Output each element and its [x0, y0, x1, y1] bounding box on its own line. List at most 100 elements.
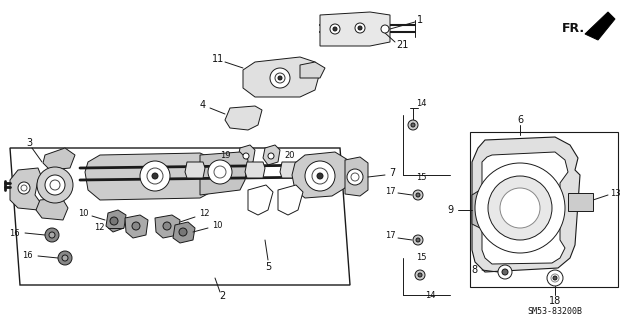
Polygon shape: [248, 185, 273, 215]
Text: 16: 16: [9, 228, 19, 238]
Polygon shape: [43, 148, 75, 170]
Circle shape: [37, 167, 73, 203]
Text: 10: 10: [212, 220, 222, 229]
Text: 13: 13: [610, 189, 620, 197]
Circle shape: [415, 270, 425, 280]
Circle shape: [275, 73, 285, 83]
Circle shape: [58, 251, 72, 265]
Text: 2: 2: [219, 291, 225, 301]
Text: 7: 7: [389, 168, 395, 178]
Text: 12: 12: [199, 210, 209, 219]
Polygon shape: [85, 153, 220, 200]
Text: 6: 6: [517, 115, 523, 125]
Polygon shape: [155, 215, 180, 238]
Polygon shape: [10, 148, 350, 285]
Polygon shape: [243, 57, 320, 97]
Text: 16: 16: [22, 251, 32, 261]
Circle shape: [312, 168, 328, 184]
Circle shape: [411, 123, 415, 127]
Text: 4: 4: [200, 100, 206, 110]
Polygon shape: [263, 145, 280, 165]
Bar: [568, 193, 593, 211]
Circle shape: [243, 153, 249, 159]
Circle shape: [416, 193, 420, 197]
Circle shape: [268, 153, 274, 159]
Circle shape: [475, 163, 565, 253]
Circle shape: [358, 26, 362, 30]
Circle shape: [500, 188, 540, 228]
Circle shape: [21, 185, 27, 191]
Polygon shape: [280, 162, 300, 178]
Polygon shape: [482, 152, 568, 264]
Circle shape: [488, 176, 552, 240]
Circle shape: [547, 270, 563, 286]
Polygon shape: [10, 168, 42, 210]
Text: 18: 18: [549, 296, 561, 306]
Text: 12: 12: [93, 224, 104, 233]
Circle shape: [214, 166, 226, 178]
Polygon shape: [320, 12, 390, 46]
Polygon shape: [36, 198, 68, 220]
Polygon shape: [185, 162, 205, 178]
Text: 1: 1: [417, 15, 423, 25]
Text: FR.: FR.: [562, 21, 585, 34]
Circle shape: [330, 24, 340, 34]
Circle shape: [140, 161, 170, 191]
Polygon shape: [173, 222, 195, 243]
Polygon shape: [278, 185, 303, 215]
Circle shape: [132, 222, 140, 230]
Circle shape: [18, 182, 30, 194]
Circle shape: [305, 161, 335, 191]
Bar: [470, 132, 618, 287]
Text: 3: 3: [26, 138, 32, 148]
Circle shape: [45, 228, 59, 242]
Circle shape: [413, 235, 423, 245]
Circle shape: [50, 180, 60, 190]
Polygon shape: [125, 215, 148, 238]
Circle shape: [502, 269, 508, 275]
Text: SM53-83200B: SM53-83200B: [527, 307, 582, 315]
Text: 20: 20: [285, 151, 295, 160]
Polygon shape: [472, 190, 485, 228]
Polygon shape: [238, 145, 255, 165]
Circle shape: [553, 276, 557, 280]
Text: 11: 11: [212, 54, 224, 64]
Polygon shape: [292, 152, 350, 198]
Circle shape: [278, 76, 282, 80]
Circle shape: [49, 232, 55, 238]
Polygon shape: [472, 137, 580, 272]
Polygon shape: [225, 106, 262, 130]
Text: 17: 17: [385, 232, 396, 241]
Circle shape: [163, 222, 171, 230]
Circle shape: [498, 265, 512, 279]
Circle shape: [347, 169, 363, 185]
Text: 8: 8: [471, 265, 477, 275]
Circle shape: [355, 23, 365, 33]
Circle shape: [270, 68, 290, 88]
Polygon shape: [106, 210, 126, 232]
Text: 14: 14: [425, 291, 435, 300]
Circle shape: [351, 173, 359, 181]
Circle shape: [333, 27, 337, 31]
Text: 21: 21: [396, 40, 408, 50]
Circle shape: [317, 173, 323, 179]
Circle shape: [408, 120, 418, 130]
Polygon shape: [200, 152, 248, 195]
Text: 19: 19: [220, 151, 230, 160]
Circle shape: [381, 25, 389, 33]
Polygon shape: [345, 157, 368, 196]
Circle shape: [208, 160, 232, 184]
Circle shape: [110, 217, 118, 225]
Text: 14: 14: [416, 99, 426, 108]
Circle shape: [551, 274, 559, 282]
Circle shape: [45, 175, 65, 195]
Polygon shape: [300, 62, 325, 78]
Text: 5: 5: [265, 262, 271, 272]
Circle shape: [179, 228, 187, 236]
Text: 15: 15: [416, 254, 426, 263]
Circle shape: [416, 238, 420, 242]
Circle shape: [62, 255, 68, 261]
Circle shape: [147, 168, 163, 184]
Circle shape: [152, 173, 158, 179]
Circle shape: [418, 273, 422, 277]
